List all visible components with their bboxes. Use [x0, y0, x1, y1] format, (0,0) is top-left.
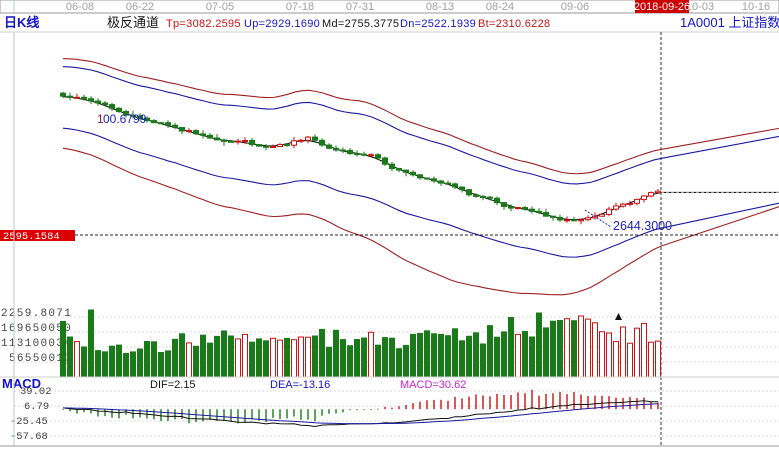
- svg-text:06-22: 06-22: [126, 1, 154, 13]
- svg-text:2018-09-26: 2018-09-26: [634, 1, 690, 13]
- svg-text:极反通道: 极反通道: [107, 15, 159, 30]
- svg-text:00.6799: 00.6799: [103, 112, 147, 126]
- svg-text:07-05: 07-05: [206, 1, 234, 13]
- svg-text:09-06: 09-06: [561, 1, 589, 13]
- svg-text:Tp=3082.2595: Tp=3082.2595: [166, 18, 241, 30]
- svg-text:07-31: 07-31: [346, 1, 374, 13]
- svg-text:2595.1584: 2595.1584: [3, 231, 60, 243]
- svg-text:10-16: 10-16: [742, 1, 770, 13]
- svg-text:-57.68: -57.68: [10, 431, 48, 443]
- svg-text:2644.3000: 2644.3000: [613, 219, 672, 233]
- svg-text:MACD=30.62: MACD=30.62: [400, 379, 466, 391]
- svg-text:日K线: 日K线: [4, 15, 39, 30]
- svg-text:2259.8071: 2259.8071: [1, 308, 72, 320]
- svg-text:Md=2755.3775: Md=2755.3775: [322, 18, 399, 30]
- svg-text:07-18: 07-18: [286, 1, 314, 13]
- svg-text:-25.45: -25.45: [10, 416, 48, 428]
- svg-text:6.79: 6.79: [24, 401, 49, 413]
- svg-text:DEA=-13.16: DEA=-13.16: [270, 379, 330, 391]
- svg-text:39.02: 39.02: [20, 386, 52, 398]
- svg-text:1A0001 上证指数: 1A0001 上证指数: [680, 15, 779, 30]
- svg-text:Up=2929.1690: Up=2929.1690: [244, 18, 320, 30]
- svg-text:Dn=2522.1939: Dn=2522.1939: [400, 18, 476, 30]
- svg-text:06-08: 06-08: [66, 1, 94, 13]
- svg-text:Bt=2310.6228: Bt=2310.6228: [478, 18, 550, 30]
- svg-text:DIF=2.15: DIF=2.15: [150, 379, 196, 391]
- svg-text:08-24: 08-24: [486, 1, 514, 13]
- svg-text:10-03: 10-03: [686, 1, 714, 13]
- svg-text:08-13: 08-13: [426, 1, 454, 13]
